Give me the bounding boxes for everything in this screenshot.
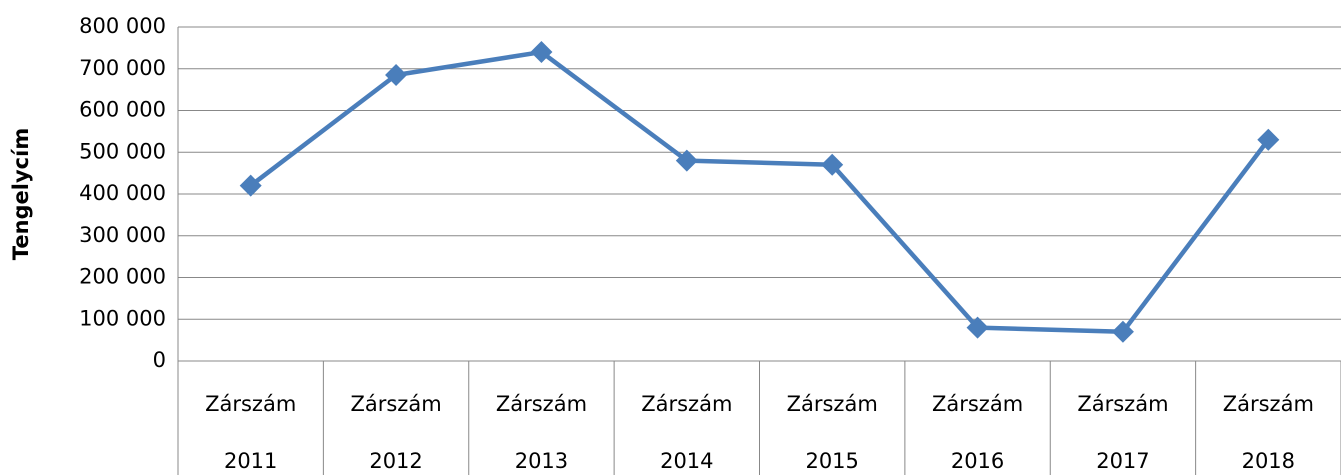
- y-tick-label: 600 000: [79, 98, 166, 122]
- x-tick-label: Zárszám 2013: [495, 392, 588, 473]
- x-tick-label: Zárszám 2018: [1222, 392, 1314, 473]
- y-tick-label: 700 000: [79, 56, 166, 80]
- x-tick-label: Zárszám 2012: [350, 392, 442, 473]
- marker: [821, 153, 844, 176]
- line: [249, 49, 1271, 335]
- marker: [966, 316, 989, 339]
- y-tick-label: 0: [153, 348, 166, 372]
- marker: [1257, 128, 1280, 151]
- x-tick-label: Zárszám 2014: [641, 392, 733, 473]
- y-tick-label: 100 000: [79, 306, 166, 330]
- x-tick-label: Zárszám 2015: [786, 392, 878, 473]
- marker: [385, 64, 408, 87]
- y-tick-label: 800 000: [79, 14, 166, 38]
- x-tick-label: Zárszám 2016: [931, 392, 1024, 473]
- x-tick-label: Zárszám 2011: [205, 392, 297, 473]
- marker: [675, 149, 698, 172]
- marker: [530, 41, 553, 64]
- y-tick-label: 300 000: [79, 223, 166, 247]
- x-tick-label: Zárszám 2017: [1077, 392, 1169, 473]
- marker: [239, 174, 262, 197]
- marker: [1111, 320, 1134, 343]
- y-tick-label: 500 000: [79, 139, 166, 163]
- y-axis-title: Tengelycím: [9, 128, 33, 260]
- y-tick-label: 400 000: [79, 181, 166, 205]
- y-tick-label: 200 000: [79, 265, 166, 289]
